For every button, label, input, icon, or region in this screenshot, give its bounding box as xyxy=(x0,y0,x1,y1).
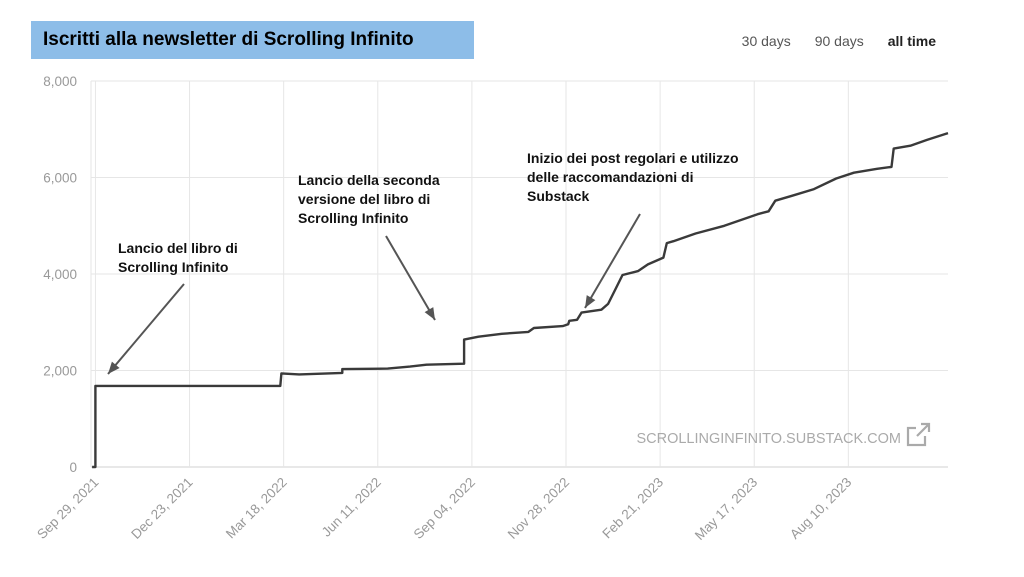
x-tick-label: Sep 29, 2021 xyxy=(34,475,101,542)
tab-all-time[interactable]: all time xyxy=(887,33,936,49)
x-axis-ticks: Sep 29, 2021 Dec 23, 2021 Mar 18, 2022 Jun … xyxy=(34,475,854,543)
annotation-arrow xyxy=(385,235,436,321)
x-tick-label: Feb 21, 2023 xyxy=(599,475,666,542)
x-tick-label: Jun 11, 2022 xyxy=(319,475,384,540)
annotation-arrows xyxy=(107,213,641,375)
x-tick-label: Sep 04, 2022 xyxy=(411,475,478,542)
annotation-book-launch: Lancio del libro di Scrolling Infinito xyxy=(118,240,238,275)
series-line-subscribers xyxy=(92,131,949,469)
annotation-arrow xyxy=(107,283,185,375)
annotation-arrow xyxy=(584,213,641,309)
annotation-second-version: Lancio della seconda versione del libro … xyxy=(298,172,440,226)
chart-title-banner: Iscritti alla newsletter di Scrolling In… xyxy=(31,21,474,59)
tab-90-days[interactable]: 90 days xyxy=(814,33,864,49)
y-tick-label: 2,000 xyxy=(43,364,77,379)
grid-layer xyxy=(90,80,948,468)
watermark-text: SCROLLINGINFINITO.SUBSTACK.COM xyxy=(636,431,901,447)
tab-30-days[interactable]: 30 days xyxy=(741,33,791,49)
chart-title: Iscritti alla newsletter di Scrolling In… xyxy=(43,29,414,50)
x-tick-label: May 17, 2023 xyxy=(692,475,760,543)
external-link-icon[interactable] xyxy=(906,422,931,447)
x-tick-label: Aug 10, 2023 xyxy=(787,475,854,542)
x-tick-label: Dec 23, 2021 xyxy=(128,475,195,542)
y-tick-label: 0 xyxy=(69,460,77,475)
y-tick-label: 8,000 xyxy=(43,74,77,89)
y-axis-ticks: 0 2,000 4,000 6,000 8,000 xyxy=(43,74,77,475)
y-tick-label: 4,000 xyxy=(43,267,77,282)
time-range-tabs: 30 days 90 days all time xyxy=(742,33,936,49)
x-tick-label: Mar 18, 2022 xyxy=(223,475,290,542)
y-tick-label: 6,000 xyxy=(43,171,77,186)
x-tick-label: Nov 28, 2022 xyxy=(505,475,572,542)
annotation-regular-posts: Inizio dei post regolari e utilizzo dell… xyxy=(527,150,739,204)
